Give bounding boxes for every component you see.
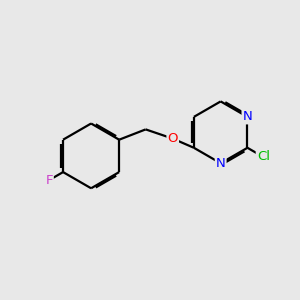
Text: N: N xyxy=(243,110,252,123)
Text: N: N xyxy=(216,157,226,170)
Text: O: O xyxy=(167,132,178,145)
Text: F: F xyxy=(45,174,53,187)
Text: Cl: Cl xyxy=(257,150,270,164)
